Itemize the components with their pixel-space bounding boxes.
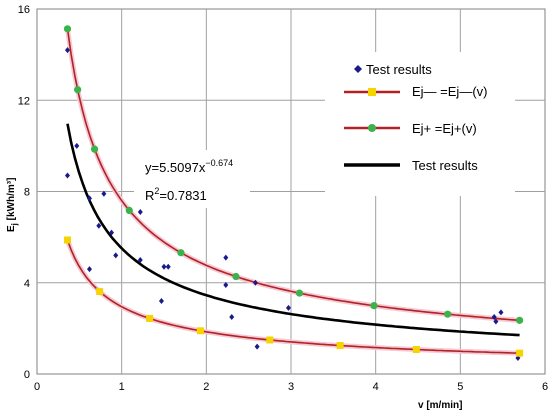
test-result-point: [64, 172, 70, 179]
y-axis-label: Ej [kWh/m³]: [6, 178, 19, 232]
test-result-point: [161, 263, 167, 270]
legend-marker-ej-minus: [368, 88, 376, 96]
y-tick-label: 4: [24, 278, 30, 290]
test-result-point: [96, 222, 102, 229]
test-result-point: [158, 298, 164, 304]
test-result-point: [229, 313, 235, 320]
lower-bound-marker: [336, 342, 344, 350]
x-tick-label: 4: [373, 381, 379, 393]
lower-bound-marker: [96, 288, 104, 296]
annotation-background: [134, 150, 250, 208]
lower-bound-curve: [66, 239, 520, 354]
r-squared: R2=0.7831: [145, 186, 207, 203]
test-result-point: [254, 343, 260, 350]
fit-equation: y=5.5097x−0.674: [145, 158, 233, 175]
data-markers: [63, 25, 524, 362]
y-tick-label: 12: [18, 95, 30, 107]
upper-bound-marker: [177, 249, 185, 257]
lower-bound-marker: [516, 349, 524, 357]
lower-bound-marker: [196, 327, 204, 335]
x-tick-label: 0: [34, 381, 40, 393]
test-result-point: [137, 209, 143, 216]
fit-curve: [66, 123, 520, 337]
test-result-point: [223, 282, 229, 289]
test-result-point: [223, 254, 229, 261]
upper-bound-marker: [125, 206, 133, 215]
test-result-point: [137, 256, 143, 263]
test-result-point: [498, 309, 504, 316]
legend-label-fit: Test results: [412, 158, 478, 173]
upper-bound-marker: [74, 86, 82, 94]
test-result-point: [109, 229, 115, 236]
test-result-point: [86, 195, 92, 202]
test-result-point: [493, 318, 499, 325]
fit-annotation: y=5.5097x−0.674 R2=0.7831: [134, 150, 250, 208]
upper-bound-marker: [370, 302, 378, 310]
test-result-point: [101, 190, 107, 197]
y-tick-label: 16: [18, 4, 30, 16]
test-result-point: [86, 266, 92, 273]
legend: Test results Ej— =Ej—(v) Ej+ =Ej+(v) Tes…: [325, 52, 515, 196]
lower-bound-marker: [412, 346, 420, 354]
test-result-point: [74, 142, 80, 149]
test-result-point: [252, 279, 258, 286]
legend-label-ej-plus: Ej+ =Ej+(v): [412, 121, 477, 136]
upper-bound-marker: [444, 310, 452, 318]
upper-bound-marker: [516, 316, 524, 324]
test-result-point: [113, 252, 119, 259]
legend-marker-ej-plus: [368, 124, 376, 132]
test-result-point: [491, 313, 497, 320]
upper-bound-marker: [295, 289, 304, 297]
legend-label-test-results: Test results: [366, 62, 432, 77]
y-tick-label: 0: [24, 369, 30, 381]
upper-bound-marker: [63, 25, 72, 33]
x-tick-label: 5: [457, 381, 463, 393]
upper-bound-marker: [90, 145, 99, 153]
lower-bound-marker: [146, 314, 154, 322]
test-result-point: [285, 304, 291, 311]
test-result-point: [165, 263, 171, 270]
legend-background: [325, 52, 515, 196]
x-axis-label: v [m/min]: [418, 400, 462, 411]
x-tick-label: 3: [288, 381, 294, 393]
lower-bound-marker: [63, 236, 71, 244]
y-tick-label: 8: [24, 187, 30, 199]
upper-bound-marker: [232, 272, 240, 281]
bound-curve-halo: [65, 237, 523, 356]
lower-bound-marker: [266, 336, 274, 344]
legend-label-ej-minus: Ej— =Ej—(v): [412, 84, 487, 99]
test-result-point: [64, 47, 70, 54]
legend-marker-test-results: [354, 65, 362, 73]
x-tick-label: 1: [119, 381, 125, 393]
x-tick-label: 2: [203, 381, 209, 393]
x-tick-label: 6: [542, 381, 548, 393]
